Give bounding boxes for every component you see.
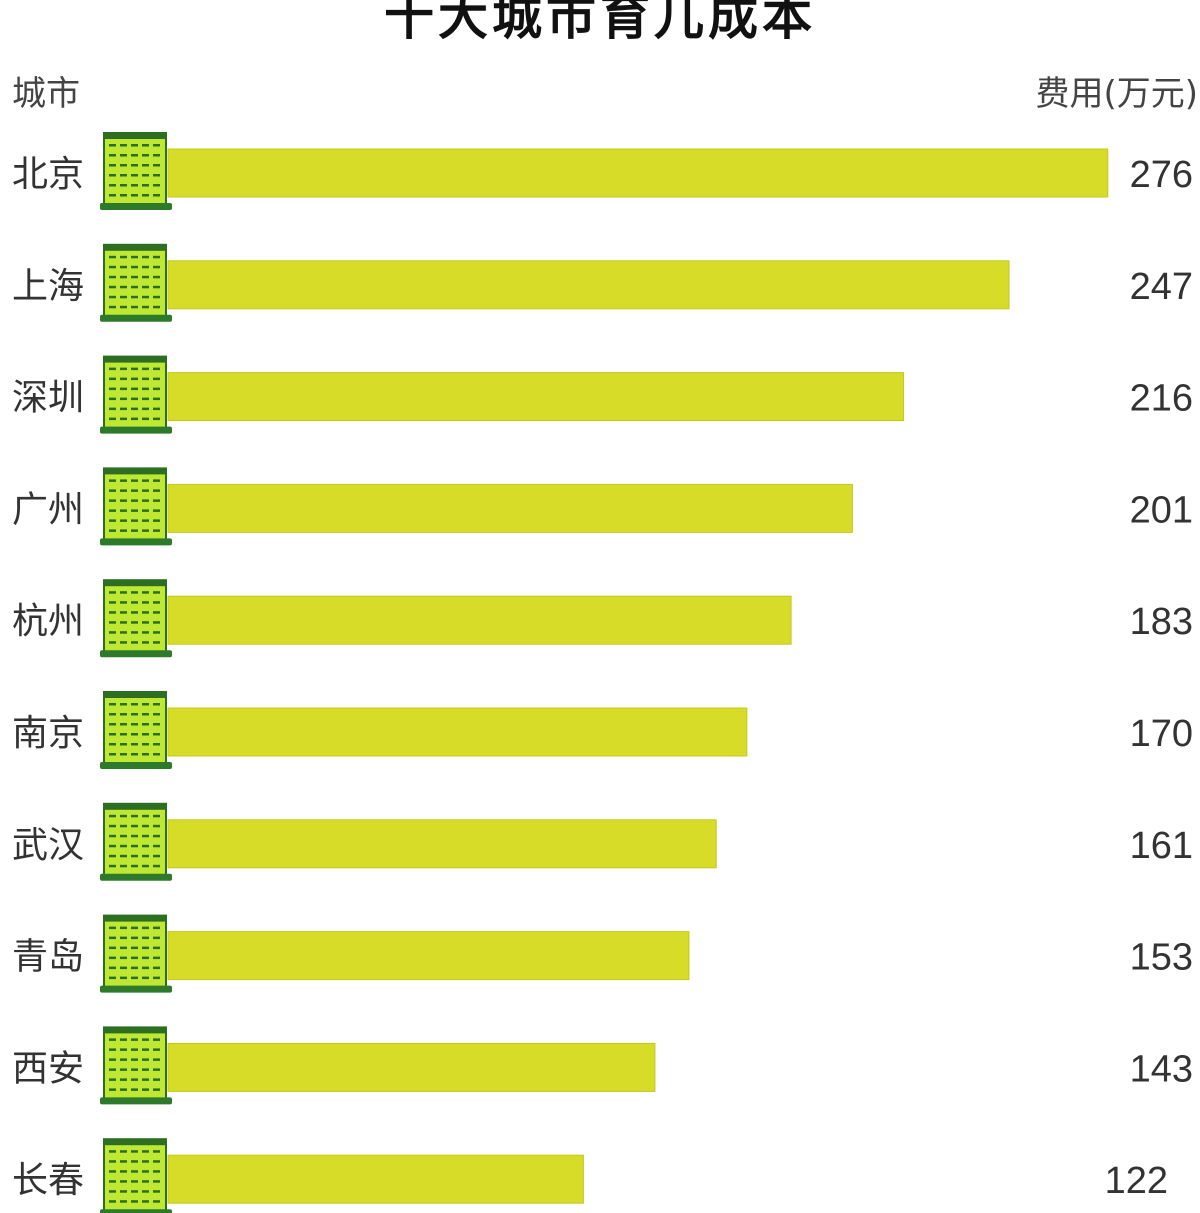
- bar: [167, 819, 717, 869]
- bar: [167, 595, 792, 645]
- building-icon: [100, 1138, 172, 1213]
- value-label: 170: [1130, 713, 1193, 755]
- city-label: 长春: [12, 1160, 84, 1201]
- bar: [167, 260, 1010, 310]
- building-icon: [100, 802, 172, 881]
- building-icon: [100, 579, 172, 658]
- value-label: 201: [1130, 489, 1193, 531]
- bar: [167, 483, 853, 533]
- chart-title: 十大城市育儿成本: [384, 0, 816, 46]
- bar-row: 长春 122: [12, 1138, 1168, 1213]
- value-header: 费用(万元): [1035, 74, 1198, 114]
- value-label: 161: [1130, 825, 1193, 867]
- bar-row: 上海 247: [12, 243, 1193, 322]
- city-label: 武汉: [12, 825, 84, 866]
- building-icon: [100, 467, 172, 546]
- value-label: 247: [1130, 266, 1193, 308]
- bar-row: 广州 201: [12, 467, 1193, 546]
- city-label: 南京: [12, 713, 84, 754]
- bar-row: 北京 276: [12, 132, 1193, 210]
- bar: [167, 148, 1109, 198]
- value-label: 216: [1130, 378, 1193, 420]
- city-label: 深圳: [12, 378, 84, 419]
- bar-row: 西安 143: [12, 1026, 1193, 1105]
- building-icon: [100, 355, 172, 434]
- bar: [167, 1042, 656, 1092]
- value-label: 153: [1130, 937, 1193, 979]
- city-label: 广州: [12, 489, 84, 530]
- bar-row: 杭州 183: [12, 579, 1193, 658]
- building-icon: [100, 1026, 172, 1105]
- bar-row: 深圳 216: [12, 355, 1193, 434]
- bar: [167, 1154, 584, 1204]
- city-label: 上海: [12, 266, 84, 307]
- city-label: 北京: [12, 154, 84, 195]
- city-label: 青岛: [12, 937, 84, 978]
- category-header: 城市: [12, 74, 80, 114]
- building-icon: [100, 691, 172, 769]
- value-label: 122: [1105, 1160, 1168, 1202]
- city-label: 杭州: [12, 601, 84, 642]
- value-label: 183: [1130, 601, 1193, 643]
- bar: [167, 707, 748, 757]
- building-icon: [100, 914, 172, 993]
- bar: [167, 372, 904, 422]
- bar-row: 青岛 153: [12, 914, 1193, 993]
- building-icon: [100, 132, 172, 210]
- city-label: 西安: [12, 1048, 84, 1089]
- bar: [167, 931, 690, 981]
- building-icon: [100, 243, 172, 322]
- bar-row: 武汉 161: [12, 802, 1193, 881]
- value-label: 276: [1130, 154, 1193, 196]
- bar-row: 南京 170: [12, 691, 1193, 769]
- value-label: 143: [1130, 1048, 1193, 1090]
